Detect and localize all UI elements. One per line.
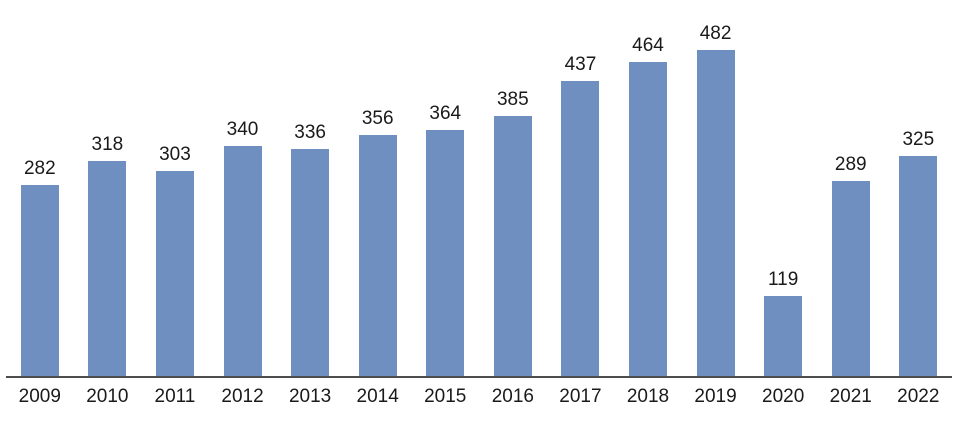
bar	[831, 180, 870, 376]
bar-value-label: 482	[699, 23, 732, 45]
bar-value-label: 385	[496, 88, 529, 110]
bar-value-label: 437	[564, 53, 597, 75]
bar-column: 437	[547, 53, 615, 376]
bar	[20, 185, 59, 376]
bar-column: 303	[141, 144, 209, 376]
bar-column: 325	[885, 130, 953, 376]
bar-column: 119	[749, 268, 817, 376]
x-axis-label: 2021	[829, 386, 872, 407]
bar-value-label: 318	[91, 134, 124, 156]
bar-column: 336	[276, 121, 344, 376]
bar-column: 282	[6, 159, 74, 376]
bar	[561, 80, 600, 376]
bar	[291, 148, 330, 376]
bar-column: 482	[682, 23, 750, 376]
x-axis-label: 2014	[356, 386, 399, 407]
bar	[155, 171, 194, 376]
x-axis-label: 2013	[288, 386, 332, 407]
bar-value-label: 340	[226, 119, 259, 141]
bar	[764, 295, 803, 376]
bar	[358, 135, 397, 376]
bar-column: 464	[614, 36, 682, 376]
x-axis-label: 2009	[18, 386, 61, 407]
bar-column: 385	[479, 88, 547, 376]
bar-column: 356	[344, 109, 412, 376]
bar	[628, 62, 667, 376]
x-axis-label: 2022	[897, 386, 940, 407]
bar-value-label: 282	[23, 158, 56, 180]
bar-value-label: 364	[429, 103, 462, 125]
bar	[899, 156, 938, 376]
bar	[223, 146, 262, 376]
bar	[696, 50, 735, 376]
bar-value-label: 289	[834, 153, 867, 175]
bar-value-label: 119	[768, 268, 799, 290]
bar-column: 318	[74, 134, 142, 376]
bar	[88, 161, 127, 376]
x-axis-label: 2020	[762, 386, 805, 407]
bar-column: 364	[411, 103, 479, 376]
x-axis-label: 2019	[694, 386, 737, 407]
plot-area: 282 318 303 340 336 356 364 385 437 464 482 119 289 3…	[6, 8, 952, 378]
x-axis: 2009 2010 2011 2012 2013 2014 2015 2016 2017 2018…	[6, 386, 952, 408]
bar-value-label: 464	[632, 35, 664, 57]
bar-column: 340	[209, 119, 277, 376]
x-axis-label: 2011	[154, 386, 196, 407]
bar	[426, 129, 465, 376]
x-axis-label: 2010	[86, 386, 129, 407]
bar-value-label: 303	[159, 144, 191, 166]
bar-value-label: 325	[902, 129, 935, 151]
bar	[493, 115, 532, 376]
bar-value-label: 336	[294, 121, 326, 143]
x-axis-label: 2018	[626, 386, 670, 407]
bar-value-label: 356	[361, 108, 394, 130]
x-axis-label: 2015	[424, 386, 467, 407]
x-axis-label: 2016	[491, 386, 534, 407]
x-axis-label: 2017	[559, 386, 602, 407]
x-axis-label: 2012	[221, 386, 264, 407]
bar-column: 289	[817, 153, 885, 376]
